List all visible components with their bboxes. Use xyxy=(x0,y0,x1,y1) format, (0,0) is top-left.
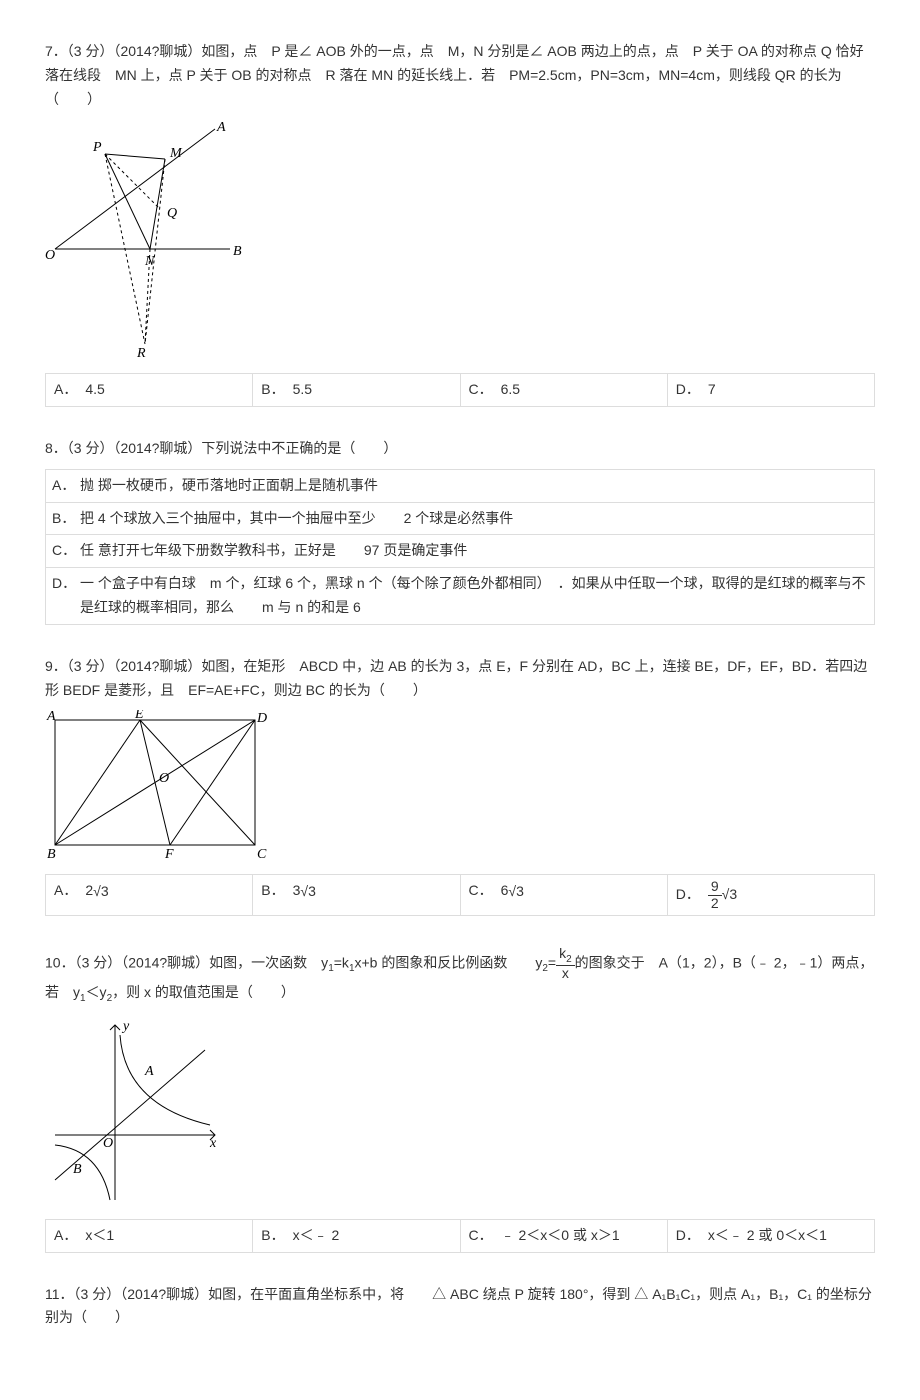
svg-text:A: A xyxy=(46,710,56,724)
svg-text:x: x xyxy=(209,1136,217,1151)
q7-opt-a: A．4.5 xyxy=(46,374,253,406)
q9-figure: A E D B F C O xyxy=(45,710,875,868)
q7-svg: A P M Q O N B R xyxy=(45,119,245,359)
q10-fraction: k2x xyxy=(556,946,575,981)
q10-text: 10．（3 分）（2014?聊城）如图，一次函数 y1=k1x+b 的图象和反比… xyxy=(45,946,875,1007)
q10-opt-c: C．﹣ 2＜x＜0 或 x＞1 xyxy=(461,1220,668,1252)
q9-opt-a: A．2√3 xyxy=(46,875,253,915)
question-8: 8．（3 分）（2014?聊城）下列说法中不正确的是（ ） A．抛 掷一枚硬币，… xyxy=(45,437,875,625)
q10-svg: y x O A B xyxy=(45,1015,225,1205)
svg-text:D: D xyxy=(256,711,267,726)
svg-text:R: R xyxy=(136,346,146,359)
svg-text:O: O xyxy=(45,248,55,263)
q7-opt-d: D．7 xyxy=(668,374,874,406)
q11-text: 11．（3 分）（2014?聊城）如图，在平面直角坐标系中，将 △ ABC 绕点… xyxy=(45,1283,875,1331)
q8-stmt-c: C．任 意打开七年级下册数学教科书，正好是 97 页是确定事件 xyxy=(46,535,874,568)
q7-opt-b: B．5.5 xyxy=(253,374,460,406)
q8-statements: A．抛 掷一枚硬币，硬币落地时正面朝上是随机事件 B．把 4 个球放入三个抽屉中… xyxy=(45,469,875,625)
q10-figure: y x O A B xyxy=(45,1015,875,1213)
svg-text:O: O xyxy=(159,771,169,786)
q7-opt-c: C．6.5 xyxy=(461,374,668,406)
question-10: 10．（3 分）（2014?聊城）如图，一次函数 y1=k1x+b 的图象和反比… xyxy=(45,946,875,1253)
svg-text:C: C xyxy=(257,847,267,860)
q10-opt-b: B．x＜﹣ 2 xyxy=(253,1220,460,1252)
question-11: 11．（3 分）（2014?聊城）如图，在平面直角坐标系中，将 △ ABC 绕点… xyxy=(45,1283,875,1331)
svg-text:B: B xyxy=(233,244,242,259)
q8-stmt-d: D．一 个盒子中有白球 m 个，红球 6 个，黑球 n 个（每个除了颜色外都相同… xyxy=(46,568,874,624)
svg-text:O: O xyxy=(103,1136,113,1151)
q10-opt-a: A．x＜1 xyxy=(46,1220,253,1252)
q8-stmt-b: B．把 4 个球放入三个抽屉中，其中一个抽屉中至少 2 个球是必然事件 xyxy=(46,503,874,536)
q8-text: 8．（3 分）（2014?聊城）下列说法中不正确的是（ ） xyxy=(45,437,875,461)
svg-text:F: F xyxy=(164,847,174,860)
q9-opt-b: B．3√3 xyxy=(253,875,460,915)
q9-svg: A E D B F C O xyxy=(45,710,275,860)
q9-options: A．2√3 B．3√3 C．6√3 D．92√3 xyxy=(45,874,875,916)
svg-text:B: B xyxy=(73,1162,82,1177)
question-9: 9．（3 分）（2014?聊城）如图，在矩形 ABCD 中，边 AB 的长为 3… xyxy=(45,655,875,916)
q9-text: 9．（3 分）（2014?聊城）如图，在矩形 ABCD 中，边 AB 的长为 3… xyxy=(45,655,875,703)
svg-text:P: P xyxy=(92,140,102,155)
svg-text:Q: Q xyxy=(167,206,177,221)
q7-text: 7．（3 分）（2014?聊城）如图，点 P 是∠ AOB 外的一点，点 M，N… xyxy=(45,40,875,111)
svg-text:N: N xyxy=(144,254,155,269)
svg-text:M: M xyxy=(169,146,183,161)
svg-text:A: A xyxy=(144,1064,154,1079)
svg-text:y: y xyxy=(121,1019,130,1034)
q10-options: A．x＜1 B．x＜﹣ 2 C．﹣ 2＜x＜0 或 x＞1 D．x＜﹣ 2 或 … xyxy=(45,1219,875,1253)
q9-opt-c: C．6√3 xyxy=(461,875,668,915)
q9-opt-d: D．92√3 xyxy=(668,875,874,915)
svg-text:B: B xyxy=(47,847,56,860)
q10-opt-d: D．x＜﹣ 2 或 0＜x＜1 xyxy=(668,1220,874,1252)
svg-text:A: A xyxy=(216,120,226,135)
question-7: 7．（3 分）（2014?聊城）如图，点 P 是∠ AOB 外的一点，点 M，N… xyxy=(45,40,875,407)
q7-figure: A P M Q O N B R xyxy=(45,119,875,367)
q8-stmt-a: A．抛 掷一枚硬币，硬币落地时正面朝上是随机事件 xyxy=(46,470,874,503)
q7-options: A．4.5 B．5.5 C．6.5 D．7 xyxy=(45,373,875,407)
svg-text:E: E xyxy=(134,710,144,722)
